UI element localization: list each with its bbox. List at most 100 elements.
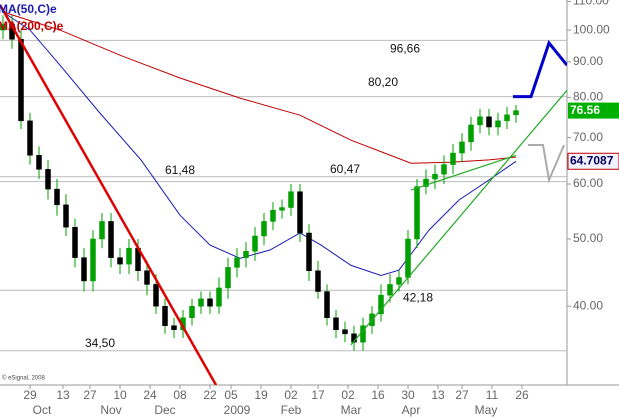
candle-body <box>270 210 276 222</box>
last-price-label: 64.7087 <box>570 153 614 167</box>
period-label: Mar <box>341 403 362 417</box>
candle-body <box>504 114 510 122</box>
trend-line <box>513 39 567 99</box>
x-tick-label: 10 <box>113 388 127 402</box>
x-tick-label: 27 <box>83 388 97 402</box>
period-label: Oct <box>33 403 52 417</box>
candle-body <box>153 284 159 307</box>
period-label: 2009 <box>224 403 251 417</box>
candle-body <box>279 207 285 211</box>
candle-body <box>18 39 24 122</box>
y-tick-label: 100.00 <box>573 22 610 36</box>
candle-body <box>387 284 393 296</box>
candle-body <box>72 226 78 258</box>
candle-body <box>513 110 519 116</box>
candle-body <box>459 141 465 154</box>
trend-line <box>528 144 565 184</box>
trend-line <box>410 154 517 191</box>
candle-body <box>234 257 240 268</box>
period-label: Feb <box>281 403 302 417</box>
candle-body <box>207 298 213 307</box>
candle-body <box>414 186 420 240</box>
x-tick-label: 02 <box>341 388 355 402</box>
x-tick-label: 02 <box>284 388 298 402</box>
x-tick-label: 27 <box>455 388 469 402</box>
ma-line <box>2 11 517 277</box>
candle-body <box>261 221 267 237</box>
candle-body <box>54 188 60 206</box>
candle-body <box>45 169 51 190</box>
candle-body <box>108 221 114 258</box>
ma-line <box>2 11 517 164</box>
y-tick-label: 110.00 <box>573 0 609 8</box>
x-tick-label: 13 <box>431 388 445 402</box>
candle-body <box>450 152 456 165</box>
copyright: © eSignal, 2008 <box>2 375 45 382</box>
candle-body <box>162 305 168 326</box>
trend-line <box>350 89 567 346</box>
candle-body <box>81 257 87 282</box>
x-tick-label: 19 <box>254 388 268 402</box>
candle-body <box>315 270 321 292</box>
x-tick-label: 24 <box>143 388 157 402</box>
x-tick-label: 29 <box>23 388 37 402</box>
candle-body <box>99 221 105 240</box>
y-tick-label: 80.00 <box>573 90 603 104</box>
candle-body <box>423 178 429 187</box>
candle-body <box>36 155 42 170</box>
candle-body <box>396 277 402 285</box>
level-label: 80,20 <box>368 75 398 89</box>
candle-body <box>306 232 312 271</box>
candle-body <box>288 191 294 208</box>
candle-body <box>441 164 447 175</box>
candle-body <box>198 298 204 307</box>
candle-body <box>324 291 330 319</box>
y-tick-label: 70.00 <box>573 130 603 144</box>
candle-body <box>495 120 501 128</box>
y-tick-label: 60.00 <box>573 176 603 190</box>
plot-area <box>0 4 567 385</box>
candle-body <box>477 116 483 126</box>
candle-body <box>27 120 33 156</box>
last-price-box <box>567 152 619 170</box>
candle-body <box>342 329 348 335</box>
candle-body <box>432 173 438 180</box>
x-tick-label: 16 <box>371 388 385 402</box>
period-label: Apr <box>402 403 421 417</box>
x-tick-label: 26 <box>515 388 529 402</box>
candle-body <box>90 238 96 282</box>
level-label: 61,48 <box>165 163 195 177</box>
last-price-label: 76.56 <box>570 103 600 117</box>
candle-body <box>0 23 6 31</box>
candle-body <box>405 238 411 278</box>
candle-body <box>216 287 222 307</box>
y-tick-label: 90.00 <box>573 54 603 68</box>
y-tick-label: 40.00 <box>573 298 603 312</box>
period-label: Nov <box>100 403 121 417</box>
level-label: 96,66 <box>390 41 420 55</box>
candle-body <box>126 247 132 265</box>
candle-body <box>468 124 474 143</box>
x-tick-label: 05 <box>224 388 238 402</box>
x-tick-label: 11 <box>486 388 499 402</box>
candle-body <box>243 251 249 258</box>
candle-body <box>189 305 195 319</box>
legend-entry: MA(200,C)e <box>0 19 64 33</box>
x-tick-label: 13 <box>56 388 70 402</box>
candle-body <box>225 267 231 289</box>
period-label: May <box>475 403 498 417</box>
candle-body <box>117 257 123 265</box>
level-label: 60,47 <box>330 162 360 176</box>
legend-entry: MA(50,C)e <box>0 2 57 16</box>
y-tick-label: 50.00 <box>573 231 603 245</box>
level-label: 34,50 <box>85 336 115 350</box>
candle-body <box>63 204 69 228</box>
candle-body <box>144 270 150 285</box>
candle-body <box>252 235 258 252</box>
candle-body <box>171 325 177 330</box>
x-tick-label: 08 <box>173 388 187 402</box>
x-tick-label: 17 <box>311 388 325 402</box>
